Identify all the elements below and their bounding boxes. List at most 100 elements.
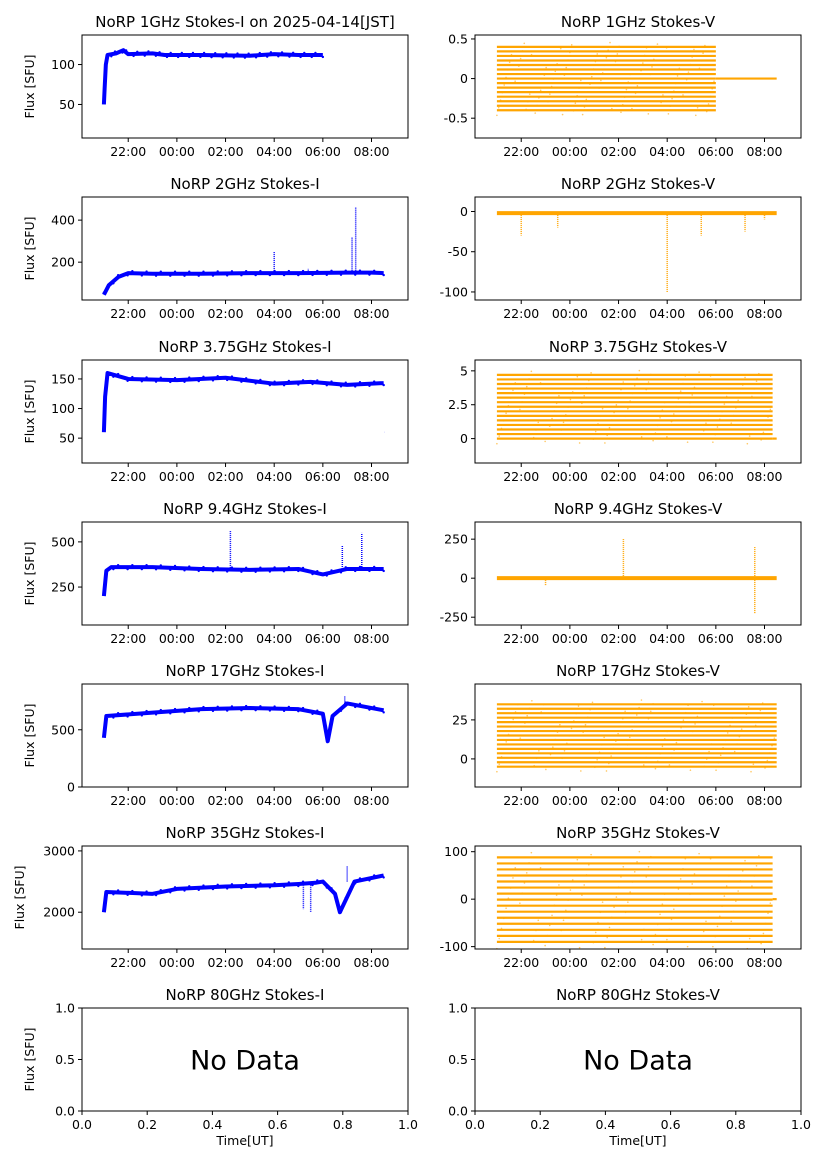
data-point — [528, 93, 531, 95]
data-point — [382, 273, 385, 277]
data-point — [528, 861, 530, 864]
data-point — [349, 383, 352, 386]
data-point — [507, 897, 510, 899]
data-point — [306, 53, 310, 57]
data-point — [651, 66, 653, 68]
data-point — [723, 895, 726, 897]
x-tick-label: 22:00 — [110, 955, 146, 970]
data-point — [714, 935, 716, 938]
y-tick-label: 0 — [460, 71, 468, 86]
data-point — [508, 61, 511, 64]
data-point — [330, 569, 333, 572]
data-point — [316, 709, 319, 712]
x-axis-label: Time[UT] — [608, 1133, 666, 1148]
data-point — [613, 411, 615, 414]
data-point — [578, 442, 581, 444]
data-point — [633, 385, 636, 387]
data-point — [158, 51, 161, 54]
data-point — [661, 745, 664, 748]
data-point — [514, 711, 517, 713]
x-tick-label: 04:00 — [256, 144, 292, 159]
data-point — [116, 372, 120, 376]
data-point — [574, 102, 577, 105]
data-point — [694, 114, 697, 117]
data-point — [549, 93, 551, 95]
data-point — [709, 857, 712, 860]
data-point — [624, 911, 627, 914]
data-point — [680, 59, 682, 62]
axes-frame — [474, 359, 802, 464]
data-point — [608, 762, 610, 765]
data-point — [696, 715, 699, 718]
y-axis-label: Flux [SFU] — [12, 866, 27, 930]
x-tick-label: 00:00 — [552, 469, 588, 484]
data-point — [631, 392, 634, 395]
data-point — [207, 886, 210, 889]
data-point — [372, 565, 376, 569]
data-point — [748, 937, 751, 940]
data-point — [116, 889, 120, 892]
data-point — [682, 94, 684, 96]
data-point — [537, 919, 540, 922]
data-point — [372, 269, 376, 272]
data-point — [349, 567, 352, 571]
data-point — [230, 883, 234, 886]
data-point — [560, 429, 563, 431]
data-point — [316, 569, 319, 573]
data-point — [580, 79, 582, 82]
data-point — [140, 567, 144, 571]
y-tick-label: 0.5 — [55, 1052, 75, 1067]
data-point — [600, 79, 602, 82]
data-point — [173, 376, 177, 380]
data-point — [259, 269, 262, 273]
data-point — [507, 404, 510, 407]
data-point — [154, 893, 158, 897]
data-point — [254, 708, 257, 712]
x-tick-label: 22:00 — [503, 631, 539, 646]
data-point — [677, 397, 680, 400]
data-point — [498, 435, 500, 437]
x-tick-label: 22:00 — [110, 631, 146, 646]
data-point — [339, 273, 343, 276]
data-point — [225, 274, 229, 277]
x-tick-label: 08:00 — [746, 469, 782, 484]
data-point — [284, 53, 287, 56]
data-point — [225, 378, 229, 382]
data-point — [197, 569, 200, 573]
data-point — [273, 882, 276, 885]
data-point — [670, 420, 673, 423]
data-point — [292, 707, 295, 711]
data-point — [131, 710, 134, 714]
data-point — [650, 855, 652, 858]
data-point — [126, 567, 129, 571]
data-point — [217, 54, 221, 57]
data-point — [737, 890, 739, 892]
data-point — [278, 382, 281, 385]
data-point — [183, 380, 186, 383]
data-point — [609, 41, 611, 44]
data-point — [192, 378, 196, 381]
data-point — [759, 709, 762, 712]
data-point — [311, 382, 314, 386]
data-point — [666, 730, 668, 733]
data-point — [240, 886, 243, 890]
data-point — [594, 60, 597, 63]
data-point — [633, 871, 636, 873]
data-point — [576, 94, 578, 97]
data-point — [547, 761, 549, 763]
data-point — [292, 883, 295, 886]
data-point — [225, 887, 229, 890]
subplot-14: NoRP 80GHz Stokes-V 0.0 0.2 0.4 0.6 0.8 1.0 1.0… — [448, 986, 811, 1148]
x-tick-label: 08:00 — [746, 793, 782, 808]
data-point — [744, 376, 746, 379]
data-point — [316, 379, 319, 382]
data-point — [235, 884, 238, 888]
data-point — [236, 52, 239, 55]
data-point — [561, 113, 564, 116]
data-point — [262, 53, 265, 57]
data-point — [532, 436, 535, 439]
data-point — [656, 923, 659, 926]
data-point — [567, 899, 569, 901]
data-point — [673, 749, 675, 751]
data-point — [249, 271, 253, 275]
